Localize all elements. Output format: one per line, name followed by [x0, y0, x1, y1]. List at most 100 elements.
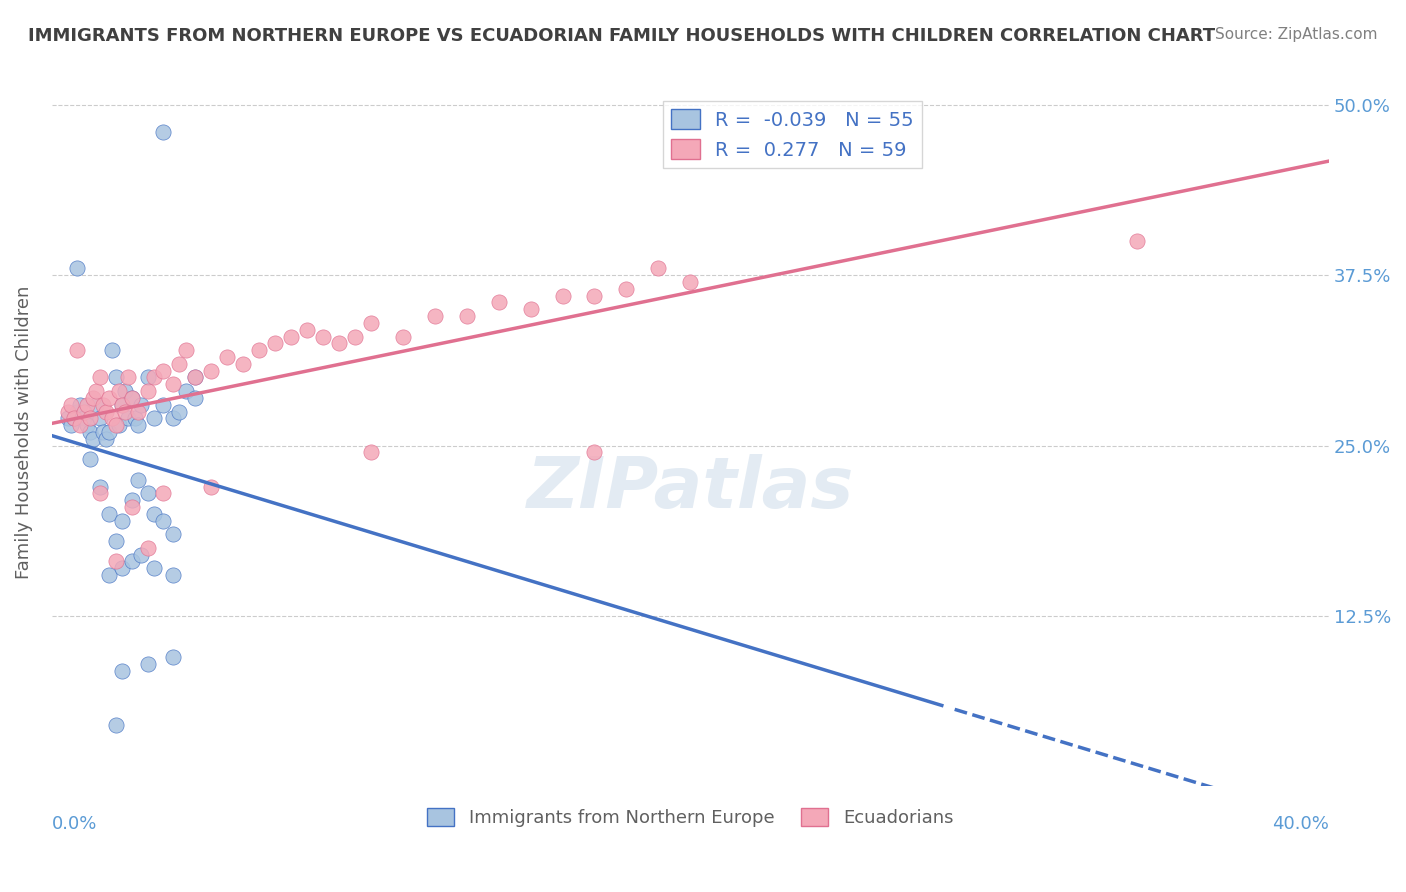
Point — [73, 411, 96, 425]
Point — [114, 404, 136, 418]
Point — [121, 554, 143, 568]
Point — [111, 664, 134, 678]
Point — [312, 329, 335, 343]
Point — [111, 398, 134, 412]
Point — [423, 309, 446, 323]
Point — [200, 479, 222, 493]
Point — [152, 486, 174, 500]
Point — [86, 398, 108, 412]
Point — [328, 336, 350, 351]
Point — [56, 411, 79, 425]
Point — [129, 398, 152, 412]
Point — [136, 541, 159, 555]
Point — [616, 282, 638, 296]
Point — [360, 316, 382, 330]
Point — [162, 411, 184, 425]
Point — [101, 343, 124, 358]
Point — [184, 391, 207, 405]
Point — [121, 500, 143, 514]
Text: IMMIGRANTS FROM NORTHERN EUROPE VS ECUADORIAN FAMILY HOUSEHOLDS WITH CHILDREN CO: IMMIGRANTS FROM NORTHERN EUROPE VS ECUAD… — [28, 27, 1215, 45]
Point — [551, 288, 574, 302]
Point — [91, 425, 114, 439]
Point — [217, 350, 239, 364]
Point — [104, 370, 127, 384]
Point — [136, 486, 159, 500]
Point — [583, 288, 606, 302]
Point — [98, 391, 121, 405]
Point — [152, 363, 174, 377]
Point — [129, 548, 152, 562]
Point — [114, 384, 136, 398]
Point — [66, 261, 89, 276]
Point — [117, 370, 139, 384]
Point — [98, 507, 121, 521]
Point — [76, 418, 98, 433]
Point — [69, 418, 91, 433]
Point — [121, 391, 143, 405]
Point — [117, 411, 139, 425]
Point — [111, 398, 134, 412]
Point — [82, 391, 104, 405]
Point — [73, 404, 96, 418]
Point — [111, 514, 134, 528]
Point — [66, 404, 89, 418]
Text: ZIPatlas: ZIPatlas — [527, 454, 853, 524]
Point — [76, 398, 98, 412]
Point — [89, 370, 111, 384]
Point — [200, 363, 222, 377]
Point — [174, 384, 197, 398]
Point — [142, 411, 165, 425]
Y-axis label: Family Households with Children: Family Households with Children — [15, 285, 32, 579]
Point — [360, 445, 382, 459]
Point — [519, 302, 541, 317]
Point — [107, 418, 129, 433]
Point — [63, 411, 86, 425]
Point — [136, 657, 159, 671]
Point — [86, 384, 108, 398]
Point — [101, 411, 124, 425]
Point — [104, 534, 127, 549]
Point — [583, 445, 606, 459]
Text: Source: ZipAtlas.com: Source: ZipAtlas.com — [1215, 27, 1378, 42]
Point — [66, 343, 89, 358]
Point — [280, 329, 302, 343]
Point — [98, 425, 121, 439]
Point — [56, 404, 79, 418]
Point — [169, 404, 191, 418]
Point — [247, 343, 270, 358]
Point — [127, 404, 149, 418]
Point — [98, 568, 121, 582]
Point — [89, 479, 111, 493]
Point — [142, 561, 165, 575]
Point — [59, 418, 82, 433]
Point — [104, 554, 127, 568]
Point — [152, 514, 174, 528]
Point — [344, 329, 367, 343]
Point — [104, 418, 127, 433]
Point — [69, 398, 91, 412]
Point — [162, 527, 184, 541]
Point — [89, 411, 111, 425]
Point — [121, 391, 143, 405]
Point — [91, 398, 114, 412]
Point — [184, 370, 207, 384]
Point — [169, 357, 191, 371]
Point — [142, 370, 165, 384]
Point — [142, 507, 165, 521]
Point — [456, 309, 478, 323]
Point — [136, 384, 159, 398]
Point — [295, 323, 318, 337]
Point — [79, 452, 101, 467]
Point — [79, 411, 101, 425]
Point — [121, 493, 143, 508]
Point — [174, 343, 197, 358]
Point — [162, 568, 184, 582]
Point — [647, 261, 669, 276]
Point — [63, 411, 86, 425]
Point — [152, 398, 174, 412]
Point — [392, 329, 415, 343]
Point — [124, 411, 146, 425]
Point — [162, 377, 184, 392]
Point — [264, 336, 287, 351]
Point — [488, 295, 510, 310]
